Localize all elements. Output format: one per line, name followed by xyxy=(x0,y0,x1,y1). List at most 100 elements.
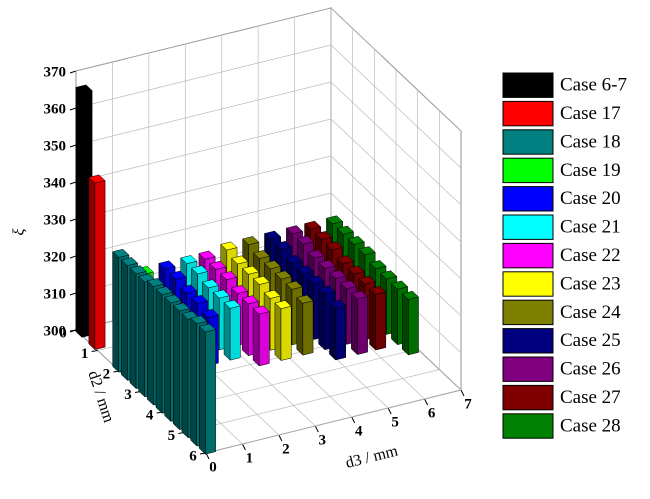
bar-top xyxy=(318,285,336,295)
bar-side xyxy=(199,325,206,455)
bar-top xyxy=(120,257,139,266)
bar-top xyxy=(241,295,260,305)
tick-mark xyxy=(69,70,77,74)
bar-top xyxy=(190,315,208,325)
bar-top xyxy=(242,236,260,245)
legend-swatch xyxy=(502,299,554,326)
bar-top xyxy=(220,241,238,251)
legend-label: Case 20 xyxy=(560,188,621,209)
z-tick-label: 3 xyxy=(124,387,132,403)
bar-top xyxy=(146,278,165,287)
bar-side xyxy=(164,296,171,422)
bar-top xyxy=(198,323,217,333)
grid-line xyxy=(75,155,332,220)
bar-side xyxy=(75,86,83,338)
legend-label: Case 24 xyxy=(560,302,621,323)
bar-front xyxy=(408,296,419,356)
legend-label: Case 23 xyxy=(560,273,621,294)
bar-top xyxy=(241,265,260,275)
grid-line xyxy=(75,81,332,146)
bar-top xyxy=(380,270,398,280)
bar-top xyxy=(274,240,293,250)
bar-top xyxy=(274,300,292,310)
bar-side xyxy=(147,280,154,406)
bar-side xyxy=(318,287,325,351)
bar-top xyxy=(252,305,270,315)
bar-side xyxy=(252,307,260,367)
x-axis-title: d3 / mm xyxy=(344,442,400,472)
bar-top xyxy=(369,286,387,295)
legend-swatch xyxy=(502,214,554,240)
bar-front xyxy=(357,296,368,355)
z-axis-title: d2 / mm xyxy=(84,369,117,426)
bar xyxy=(350,290,369,356)
legend-swatch xyxy=(502,186,554,212)
bar-front xyxy=(94,180,106,350)
grid-line xyxy=(75,7,332,72)
bar-top xyxy=(263,230,282,240)
bar-top xyxy=(223,299,241,309)
bar-side xyxy=(155,288,163,414)
bar-side xyxy=(223,302,231,361)
bar-side xyxy=(329,301,336,361)
bar-front xyxy=(280,305,292,361)
bar-front xyxy=(375,291,387,351)
bar-side xyxy=(88,176,96,351)
bar-top xyxy=(180,255,198,264)
grid-line xyxy=(75,192,332,257)
tick-mark xyxy=(278,434,283,442)
bar-side xyxy=(112,251,119,373)
bar-top xyxy=(231,255,249,265)
bar-top xyxy=(180,284,198,294)
bar-top xyxy=(158,260,176,270)
legend-swatch xyxy=(502,157,554,184)
bar-front xyxy=(205,329,216,455)
legend-label: Case 28 xyxy=(560,415,621,436)
bar-top xyxy=(169,270,187,280)
bar-top xyxy=(336,255,354,265)
bar-top xyxy=(307,275,325,285)
bar-top xyxy=(329,270,347,279)
bar-top xyxy=(191,265,209,275)
bar-side xyxy=(351,292,358,356)
bar-top xyxy=(369,260,387,269)
bar-top xyxy=(252,275,271,285)
bar-top xyxy=(307,249,325,259)
bar-top xyxy=(201,279,220,289)
bar-side xyxy=(369,288,376,351)
bar-top xyxy=(285,280,303,290)
legend-swatch xyxy=(502,129,554,155)
legend-label: Case 25 xyxy=(560,330,621,351)
bar-top xyxy=(252,250,271,259)
bar xyxy=(274,300,292,362)
tick-mark xyxy=(351,416,356,424)
grid-line xyxy=(75,44,332,109)
y-axis-title: ξ xyxy=(11,228,28,235)
bar-side xyxy=(121,259,128,381)
legend-swatch xyxy=(502,242,554,269)
legend-label: Case 17 xyxy=(560,103,621,124)
x-tick-label: 0 xyxy=(209,459,217,475)
bar-side xyxy=(296,297,304,356)
tick-mark xyxy=(460,389,465,397)
bar-top xyxy=(296,235,314,245)
x-tick-label: 7 xyxy=(464,396,472,412)
tick-mark xyxy=(387,407,392,415)
z-tick-label: 1 xyxy=(81,346,89,362)
y-tick-label: 310 xyxy=(44,286,67,302)
bar-top xyxy=(198,250,216,260)
bar xyxy=(88,174,106,351)
bar-side xyxy=(391,282,398,346)
grid-line xyxy=(184,369,440,433)
z-tick-label: 5 xyxy=(168,428,176,444)
bar xyxy=(369,286,387,351)
bar xyxy=(328,299,347,361)
y-tick-label: 340 xyxy=(44,175,67,191)
tick-mark xyxy=(69,255,77,259)
bar-side xyxy=(241,297,249,357)
y-tick-label: 360 xyxy=(44,101,67,117)
bar-top xyxy=(212,289,230,299)
z-tick-label: 0 xyxy=(59,325,67,341)
bar-front xyxy=(302,300,314,356)
